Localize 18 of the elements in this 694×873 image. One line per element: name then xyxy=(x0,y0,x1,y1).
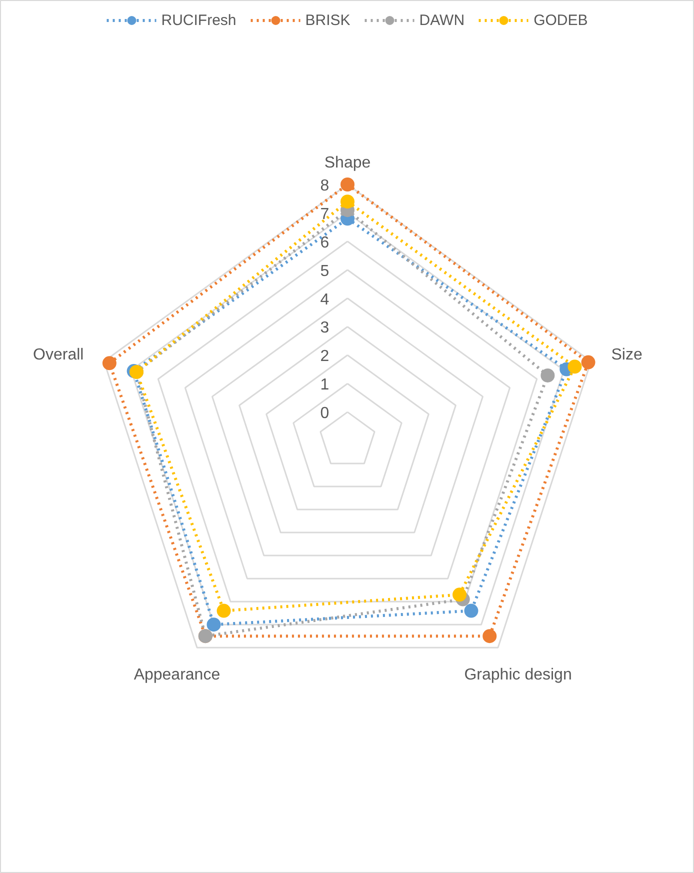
y-tick-label: 4 xyxy=(320,291,330,308)
legend-label: GODEB xyxy=(534,12,588,28)
y-tick-label: 7 xyxy=(320,206,330,223)
y-tick-label: 6 xyxy=(320,234,330,252)
legend-label: BRISK xyxy=(305,12,350,28)
y-tick-label: 1 xyxy=(320,376,330,394)
spoke-label: Overall xyxy=(33,346,84,364)
spoke-label: Appearance xyxy=(134,666,220,684)
y-tick-label: 0 xyxy=(320,405,330,422)
legend-label: RUCIFresh xyxy=(161,12,236,28)
y-tick-label: 8 xyxy=(320,178,330,194)
spoke-label: Size xyxy=(611,346,642,364)
legend-label: DAWN xyxy=(419,12,465,28)
spoke-label: Shape xyxy=(324,154,371,172)
y-tick-label: 2 xyxy=(320,348,330,366)
spoke-label: Graphic design xyxy=(464,666,572,684)
y-tick-label: 3 xyxy=(320,320,330,337)
y-tick-label: 5 xyxy=(320,262,330,280)
